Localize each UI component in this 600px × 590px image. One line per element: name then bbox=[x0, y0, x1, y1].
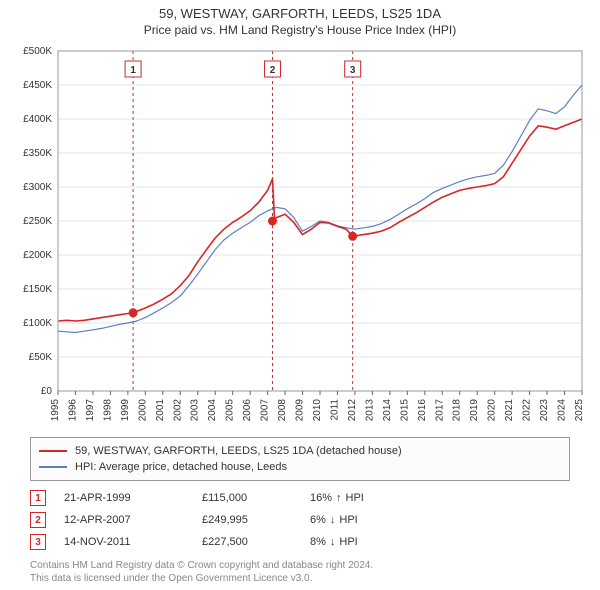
svg-text:2004: 2004 bbox=[207, 399, 218, 422]
transaction-row: 2 12-APR-2007 £249,995 6% ↓ HPI bbox=[30, 509, 570, 531]
transaction-date: 14-NOV-2011 bbox=[64, 536, 184, 548]
legend-label-hpi: HPI: Average price, detached house, Leed… bbox=[75, 461, 287, 473]
svg-text:2024: 2024 bbox=[557, 399, 568, 422]
svg-text:1996: 1996 bbox=[67, 399, 78, 422]
legend: 59, WESTWAY, GARFORTH, LEEDS, LS25 1DA (… bbox=[30, 437, 570, 481]
transaction-row: 1 21-APR-1999 £115,000 16% ↑ HPI bbox=[30, 487, 570, 509]
svg-text:1997: 1997 bbox=[85, 399, 96, 422]
title-line-1: 59, WESTWAY, GARFORTH, LEEDS, LS25 1DA bbox=[0, 6, 600, 21]
transaction-price: £227,500 bbox=[202, 536, 292, 548]
svg-text:2008: 2008 bbox=[277, 399, 288, 422]
transaction-hpi: 6% ↓ HPI bbox=[310, 514, 420, 526]
transaction-date: 21-APR-1999 bbox=[64, 492, 184, 504]
svg-text:2015: 2015 bbox=[399, 399, 410, 422]
svg-text:£250K: £250K bbox=[23, 216, 52, 227]
transaction-price: £249,995 bbox=[202, 514, 292, 526]
transaction-date: 12-APR-2007 bbox=[64, 514, 184, 526]
legend-swatch-property bbox=[39, 450, 67, 452]
arrow-down-icon: ↓ bbox=[330, 536, 336, 548]
transaction-badge: 3 bbox=[30, 534, 46, 550]
svg-text:1995: 1995 bbox=[50, 399, 61, 422]
svg-text:2006: 2006 bbox=[242, 399, 253, 422]
transaction-hpi: 8% ↓ HPI bbox=[310, 536, 420, 548]
svg-text:2019: 2019 bbox=[469, 399, 480, 422]
svg-text:£0: £0 bbox=[41, 386, 53, 397]
transactions-table: 1 21-APR-1999 £115,000 16% ↑ HPI 2 12-AP… bbox=[30, 487, 570, 553]
footer-attribution: Contains HM Land Registry data © Crown c… bbox=[30, 559, 570, 585]
svg-text:2011: 2011 bbox=[329, 399, 340, 421]
svg-text:£350K: £350K bbox=[23, 148, 52, 159]
svg-text:2010: 2010 bbox=[312, 399, 323, 422]
legend-swatch-hpi bbox=[39, 466, 67, 468]
svg-text:£450K: £450K bbox=[23, 80, 52, 91]
svg-text:1: 1 bbox=[130, 65, 136, 76]
svg-text:2022: 2022 bbox=[522, 399, 533, 422]
footer-line-2: This data is licensed under the Open Gov… bbox=[30, 572, 570, 585]
svg-text:2012: 2012 bbox=[347, 399, 358, 422]
title-line-2: Price paid vs. HM Land Registry's House … bbox=[0, 23, 600, 37]
svg-text:£100K: £100K bbox=[23, 318, 52, 329]
svg-text:2023: 2023 bbox=[539, 399, 550, 422]
transaction-badge: 1 bbox=[30, 490, 46, 506]
footer-line-1: Contains HM Land Registry data © Crown c… bbox=[30, 559, 570, 572]
arrow-up-icon: ↑ bbox=[336, 492, 342, 504]
svg-text:£500K: £500K bbox=[23, 46, 52, 57]
svg-text:2021: 2021 bbox=[504, 399, 515, 422]
svg-text:2020: 2020 bbox=[487, 399, 498, 422]
legend-item-property: 59, WESTWAY, GARFORTH, LEEDS, LS25 1DA (… bbox=[39, 443, 561, 459]
line-chart: £0 £50K £100K £150K £200K £250K £300K £350K £400… bbox=[10, 43, 590, 431]
svg-text:2016: 2016 bbox=[417, 399, 428, 422]
transaction-row: 3 14-NOV-2011 £227,500 8% ↓ HPI bbox=[30, 531, 570, 553]
transaction-price: £115,000 bbox=[202, 492, 292, 504]
svg-text:2013: 2013 bbox=[364, 399, 375, 422]
svg-text:2018: 2018 bbox=[452, 399, 463, 422]
legend-label-property: 59, WESTWAY, GARFORTH, LEEDS, LS25 1DA (… bbox=[75, 445, 402, 457]
svg-text:2003: 2003 bbox=[190, 399, 201, 422]
arrow-down-icon: ↓ bbox=[330, 514, 336, 526]
svg-text:£150K: £150K bbox=[23, 284, 52, 295]
svg-text:2025: 2025 bbox=[574, 399, 585, 422]
svg-text:£400K: £400K bbox=[23, 114, 52, 125]
svg-text:2: 2 bbox=[270, 65, 276, 76]
transaction-hpi: 16% ↑ HPI bbox=[310, 492, 420, 504]
legend-item-hpi: HPI: Average price, detached house, Leed… bbox=[39, 459, 561, 475]
svg-text:2001: 2001 bbox=[155, 399, 166, 422]
chart-container: £0 £50K £100K £150K £200K £250K £300K £350K £400… bbox=[10, 43, 590, 431]
svg-text:3: 3 bbox=[350, 65, 356, 76]
svg-text:2007: 2007 bbox=[260, 399, 271, 422]
svg-text:1999: 1999 bbox=[120, 399, 131, 422]
svg-text:2014: 2014 bbox=[382, 399, 393, 422]
svg-text:£200K: £200K bbox=[23, 250, 52, 261]
chart-title-block: 59, WESTWAY, GARFORTH, LEEDS, LS25 1DA P… bbox=[0, 0, 600, 39]
transaction-badge: 2 bbox=[30, 512, 46, 528]
svg-text:2002: 2002 bbox=[172, 399, 183, 422]
svg-text:1998: 1998 bbox=[102, 399, 113, 422]
svg-text:£300K: £300K bbox=[23, 182, 52, 193]
svg-text:2005: 2005 bbox=[225, 399, 236, 422]
svg-text:2000: 2000 bbox=[137, 399, 148, 422]
svg-text:£50K: £50K bbox=[29, 352, 53, 363]
svg-text:2017: 2017 bbox=[434, 399, 445, 422]
svg-text:2009: 2009 bbox=[295, 399, 306, 422]
